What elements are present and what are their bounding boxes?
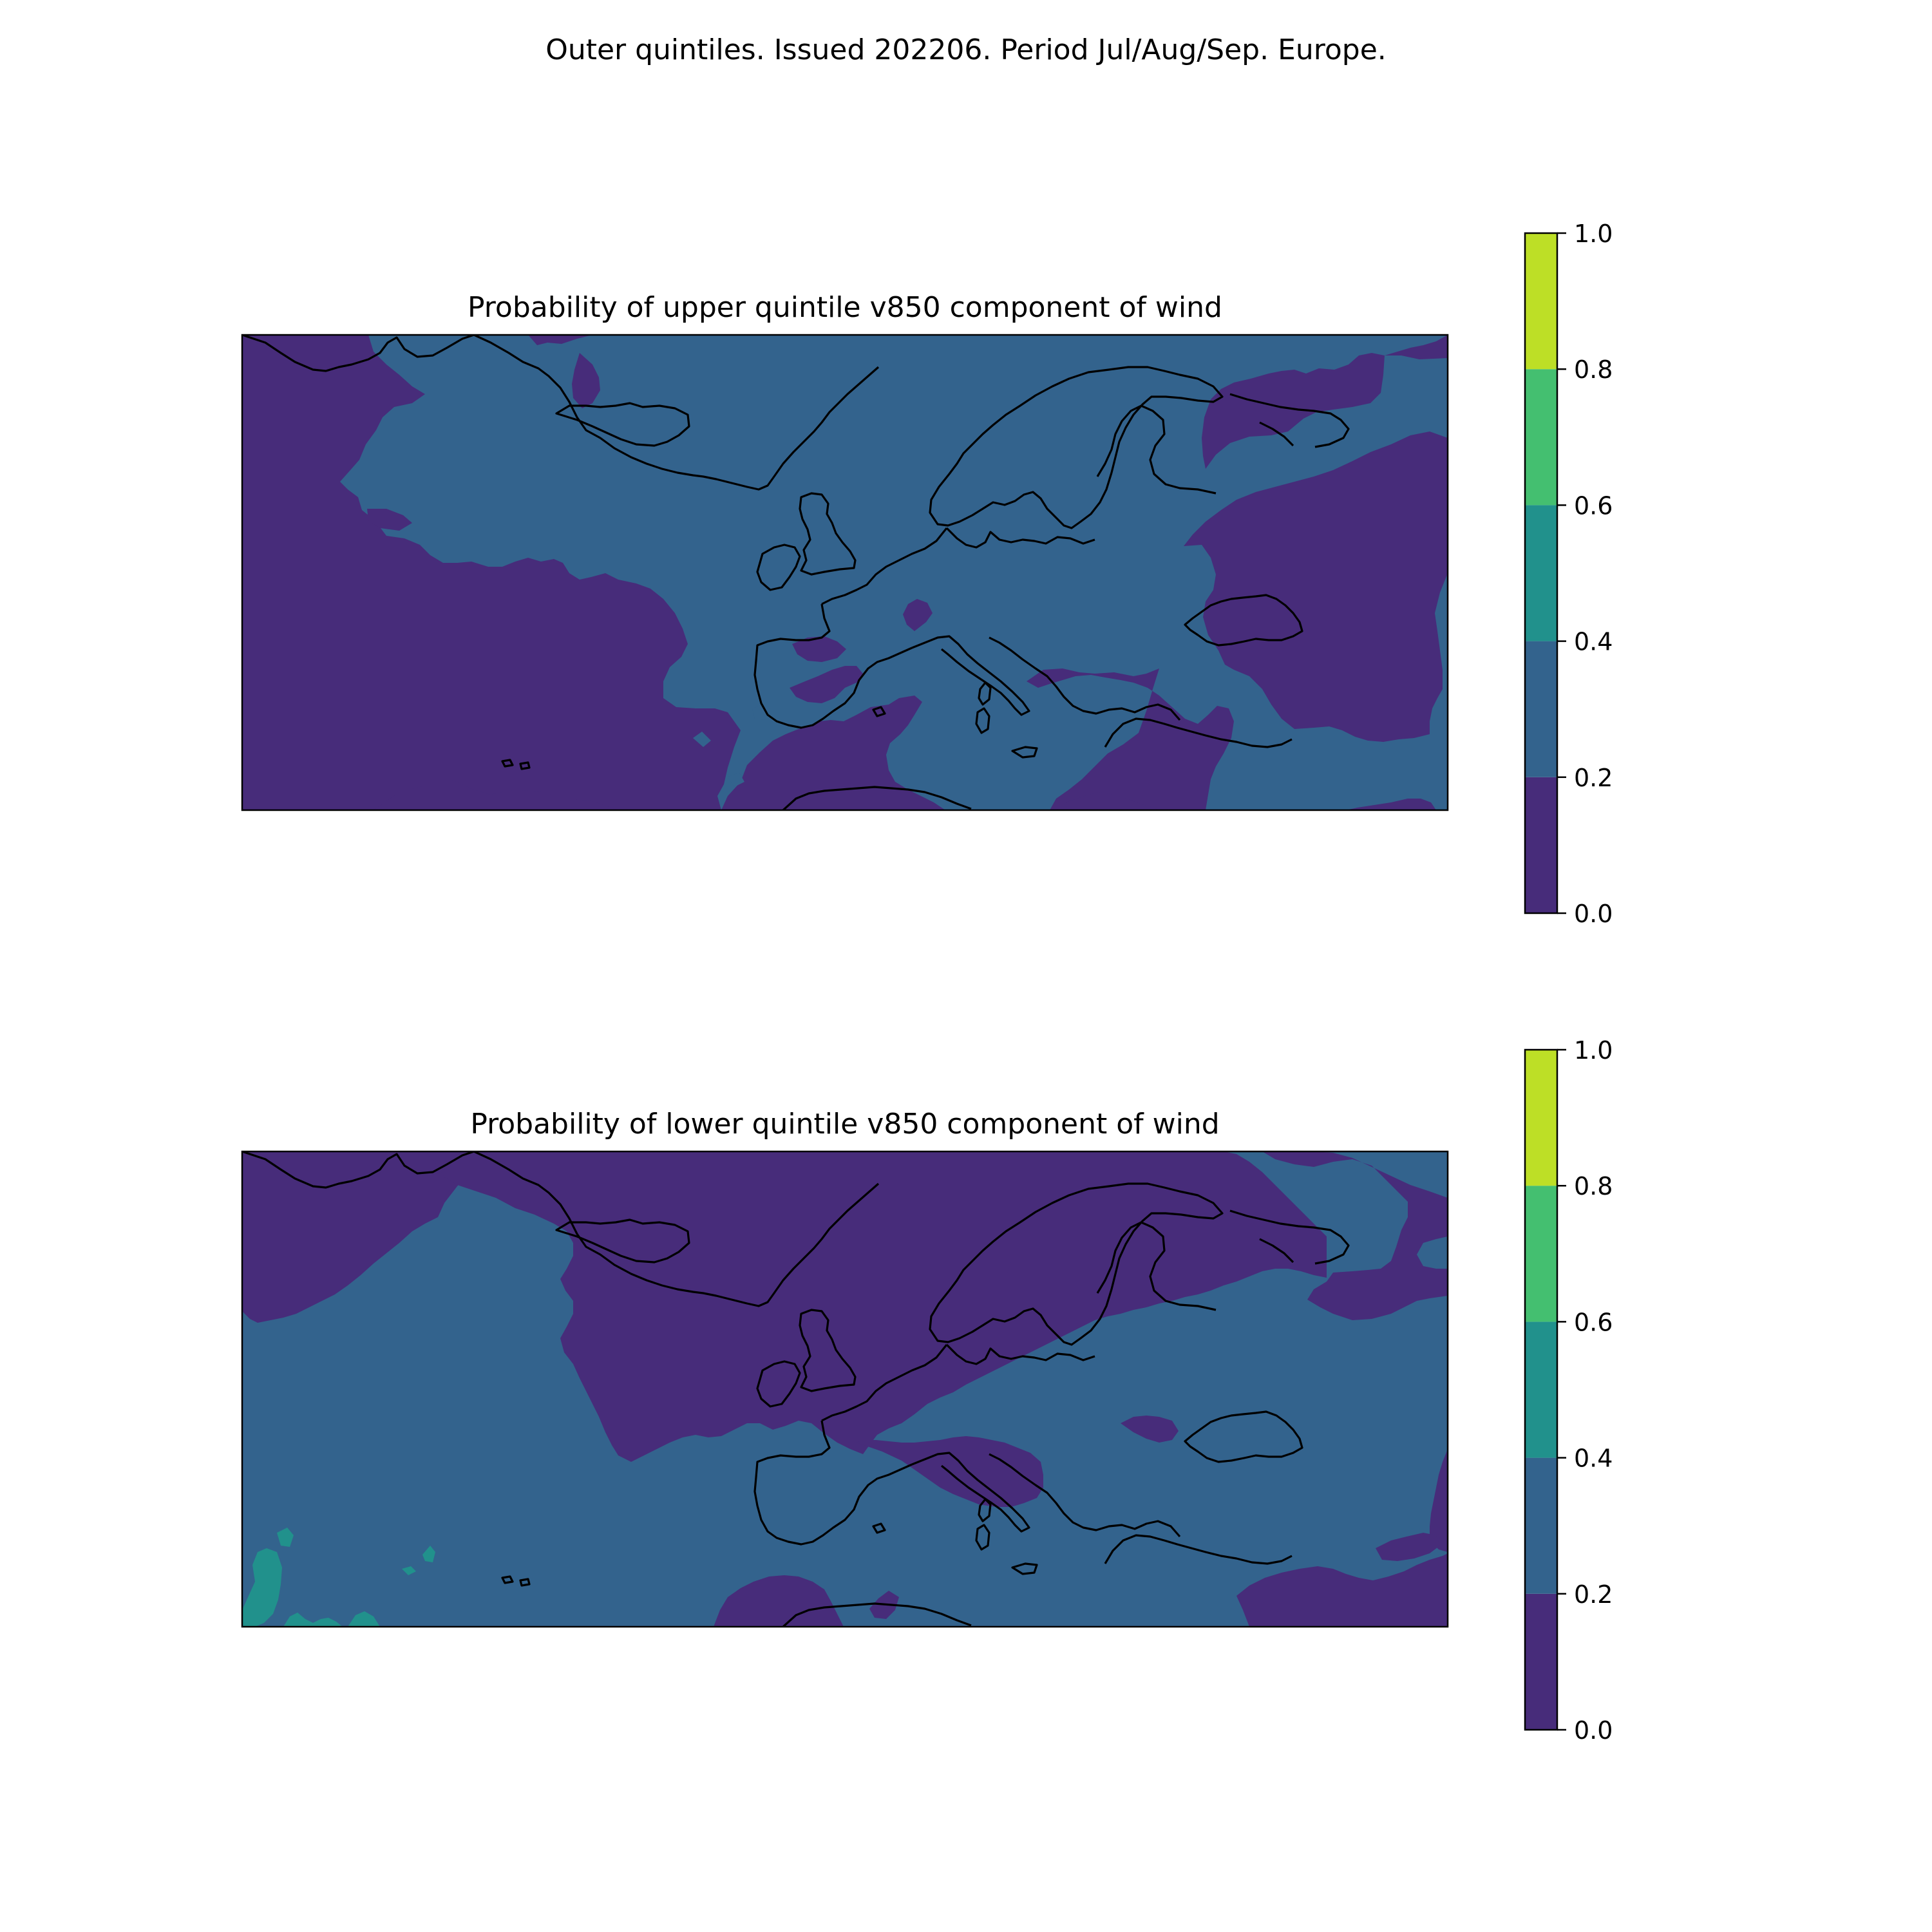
upper-colorbar-tick-label: 0.6 xyxy=(1574,491,1613,520)
lower-high-prob-patches xyxy=(242,1528,435,1627)
upper-map-frame xyxy=(241,334,1449,811)
panel-upper-map xyxy=(242,335,1448,810)
upper-colorbar-tick-label: 0.0 xyxy=(1574,900,1613,928)
panel-upper-title: Probability of upper quintile v850 compo… xyxy=(468,291,1222,324)
upper-colorbar-tick-label: 0.8 xyxy=(1574,355,1613,384)
figure-suptitle: Outer quintiles. Issued 202206. Period J… xyxy=(545,33,1387,66)
lower-colorbar-tick-label: 1.0 xyxy=(1574,1036,1613,1065)
upper-colorbar-bin-2 xyxy=(1525,505,1557,641)
upper-colorbar-bin-1 xyxy=(1525,641,1557,777)
colorbar-upper: 0.0 0.2 0.4 0.6 0.8 1.0 xyxy=(1524,220,1613,928)
colorbar-lower: 0.0 0.2 0.4 0.6 0.8 1.0 xyxy=(1524,1036,1613,1745)
lower-map-frame xyxy=(241,1150,1449,1628)
upper-low-prob-regions xyxy=(242,335,1448,810)
lower-colorbar-tick-label: 0.6 xyxy=(1574,1308,1613,1336)
upper-mid-prob-patches xyxy=(693,705,773,787)
panel-lower xyxy=(241,1150,1449,1628)
panel-upper xyxy=(241,334,1449,811)
upper-colorbar-tick-label: 1.0 xyxy=(1574,220,1613,248)
lower-colorbar-frame xyxy=(1524,1048,1558,1731)
upper-colorbar-tick-label: 0.2 xyxy=(1574,764,1613,792)
panel-lower-map xyxy=(242,1151,1448,1627)
lower-colorbar-tick-label: 0.0 xyxy=(1574,1716,1613,1745)
lower-colorbar-bin-0 xyxy=(1525,1593,1557,1730)
lower-colorbar-tick-label: 0.4 xyxy=(1574,1444,1613,1473)
upper-colorbar-bin-4 xyxy=(1525,233,1557,370)
panel-lower-title: Probability of lower quintile v850 compo… xyxy=(470,1108,1220,1141)
lower-colorbar-bin-3 xyxy=(1525,1186,1557,1322)
upper-colorbar-bin-0 xyxy=(1525,777,1557,913)
lower-low-prob-regions xyxy=(242,1151,1448,1627)
lower-colorbar-bin-4 xyxy=(1525,1050,1557,1186)
upper-colorbar-tick-label: 0.4 xyxy=(1574,628,1613,656)
lower-colorbar-bin-1 xyxy=(1525,1457,1557,1594)
upper-colorbar-bin-3 xyxy=(1525,369,1557,506)
upper-colorbar-frame xyxy=(1524,232,1558,914)
lower-colorbar-tick-label: 0.2 xyxy=(1574,1580,1613,1609)
lower-colorbar-tick-label: 0.8 xyxy=(1574,1172,1613,1200)
lower-colorbar-bin-2 xyxy=(1525,1321,1557,1458)
